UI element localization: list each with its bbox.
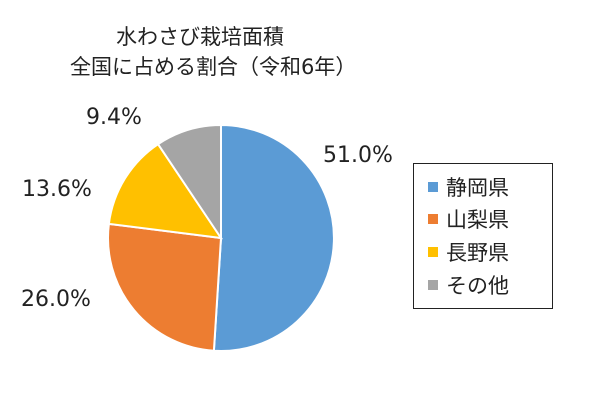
label-nagano: 13.6% [22, 177, 92, 202]
legend-swatch [428, 247, 438, 257]
slice-yamanashi [107, 222, 223, 352]
chart-title: 水わさび栽培面積 [116, 25, 284, 49]
label-other: 9.4% [86, 105, 142, 130]
pie-slices [107, 123, 335, 352]
legend-item-other: その他 [428, 270, 509, 300]
legend-label: 静岡県 [446, 176, 509, 200]
legend-label: 長野県 [446, 241, 509, 265]
legend-label: その他 [446, 274, 509, 298]
label-yamanashi: 26.0% [21, 287, 91, 312]
legend-swatch [428, 280, 438, 290]
legend-item-nagano: 長野県 [428, 237, 509, 267]
data-labels: 51.0% 26.0% 13.6% 9.4% [21, 105, 393, 312]
legend-item-yamanashi: 山梨県 [428, 204, 509, 234]
legend-swatch [428, 214, 438, 224]
legend-item-shizuoka: 静岡県 [428, 172, 509, 202]
legend-swatch [428, 182, 438, 192]
chart-subtitle: 全国に占める割合（令和6年） [70, 55, 357, 79]
label-shizuoka: 51.0% [323, 143, 393, 168]
legend: 静岡県 山梨県 長野県 その他 [413, 163, 553, 309]
slice-other [156, 123, 222, 242]
chart-title-block: 水わさび栽培面積 全国に占める割合（令和6年） [70, 22, 357, 82]
legend-label: 山梨県 [446, 208, 509, 232]
slice-nagano [107, 142, 224, 240]
slice-shizuoka [212, 123, 335, 352]
